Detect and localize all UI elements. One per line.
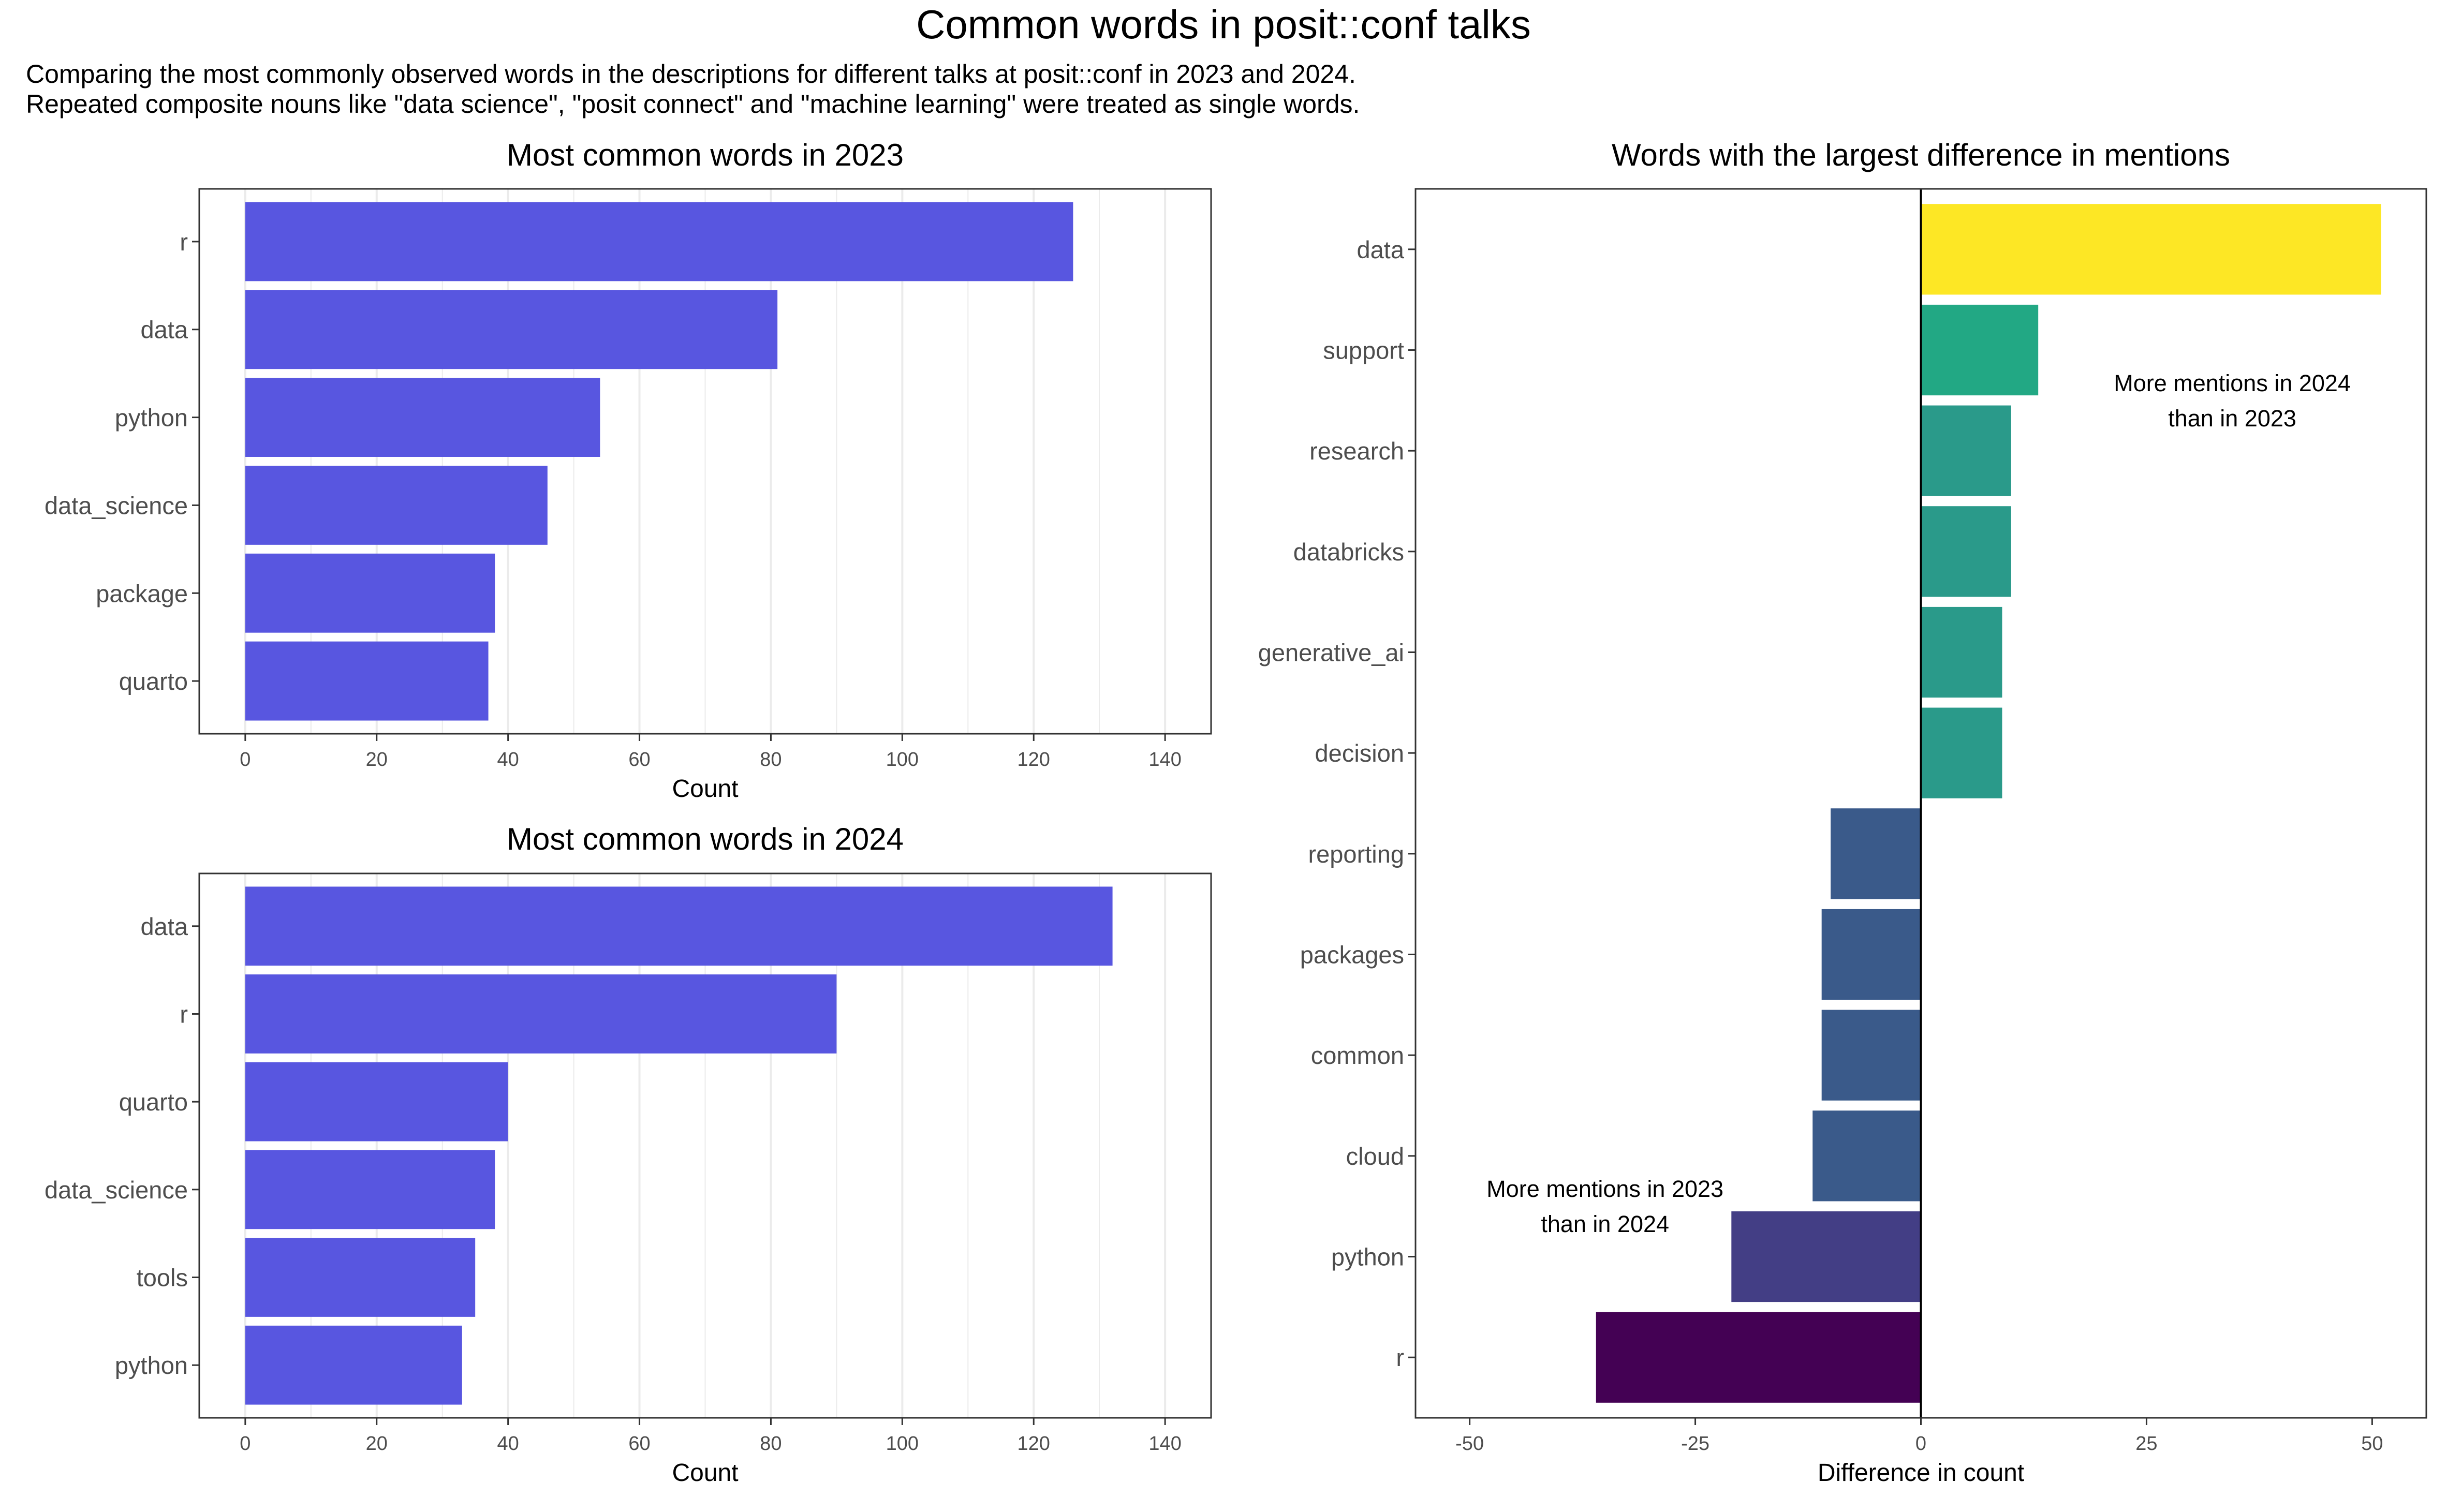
y-tick-label: package <box>96 580 188 607</box>
y-tick-label: r <box>180 228 188 256</box>
y-tick-label: r <box>180 1000 188 1028</box>
panel-title: Most common words in 2024 <box>507 822 904 856</box>
y-tick-label: reporting <box>1308 840 1405 868</box>
y-tick-label: quarto <box>119 1088 188 1116</box>
bar-generative-ai <box>1921 606 2002 698</box>
x-tick-label: 20 <box>366 1433 388 1455</box>
x-tick-label: 50 <box>2361 1433 2383 1455</box>
y-tick-label: support <box>1323 336 1404 364</box>
x-axis-title: Count <box>672 775 738 803</box>
y-tick-label: python <box>115 404 188 432</box>
x-tick-label: 0 <box>240 1433 250 1455</box>
bar-packages <box>1821 909 1921 1000</box>
bar-package <box>245 553 495 633</box>
x-tick-label: 140 <box>1148 1433 1181 1455</box>
annotation-text: than in 2023 <box>2168 405 2296 432</box>
bar-support <box>1921 304 2039 396</box>
bar-reporting <box>1831 808 1921 899</box>
bar-research <box>1921 405 2011 496</box>
bar-data <box>245 886 1113 966</box>
bar-cloud <box>1812 1110 1921 1202</box>
x-tick-label: -50 <box>1455 1433 1484 1455</box>
bar-common <box>1821 1010 1921 1101</box>
x-axis-title: Difference in count <box>1818 1459 2024 1487</box>
bar-tools <box>245 1238 476 1317</box>
x-axis-title: Count <box>672 1459 738 1487</box>
x-tick-label: 20 <box>366 749 388 770</box>
bar-quarto <box>245 641 489 721</box>
panel-title: Words with the largest difference in men… <box>1612 138 2230 172</box>
y-tick-label: data <box>141 316 188 344</box>
bar-databricks <box>1921 506 2011 597</box>
bar-data <box>245 290 778 369</box>
bar-python <box>1731 1211 1921 1302</box>
x-tick-label: 0 <box>240 749 250 770</box>
bar-decision <box>1921 707 2002 798</box>
y-tick-label: r <box>1396 1344 1404 1371</box>
bar-quarto <box>245 1062 508 1142</box>
bar-r <box>245 974 837 1054</box>
y-tick-label: common <box>1311 1042 1404 1069</box>
y-tick-label: python <box>115 1352 188 1379</box>
y-tick-label: decision <box>1315 739 1404 767</box>
panel-border <box>198 872 1212 1419</box>
y-tick-label: data_science <box>45 1176 188 1204</box>
x-tick-label: 80 <box>760 749 782 770</box>
x-tick-label: 40 <box>497 1433 519 1455</box>
annotation-text: More mentions in 2023 <box>1486 1176 1723 1202</box>
y-tick-label: research <box>1309 437 1404 465</box>
panel-border <box>198 188 1212 735</box>
y-tick-label: databricks <box>1293 538 1404 566</box>
x-tick-label: -25 <box>1681 1433 1709 1455</box>
x-tick-label: 0 <box>1915 1433 1926 1455</box>
annotation-text: More mentions in 2024 <box>2114 370 2351 396</box>
y-tick-label: packages <box>1300 941 1404 969</box>
x-tick-label: 120 <box>1018 749 1050 770</box>
panel-difference: data support research databricks generative_… <box>1258 138 2427 1487</box>
y-tick-label: python <box>1331 1243 1404 1271</box>
y-tick-label: data <box>141 913 188 940</box>
bar-python <box>245 378 600 457</box>
figure-subtitle-line-2: Repeated composite nouns like "data scie… <box>26 90 1360 118</box>
panel-title: Most common words in 2023 <box>507 138 904 172</box>
x-tick-label: 140 <box>1148 749 1181 770</box>
figure-title: Common words in posit::conf talks <box>916 2 1531 47</box>
y-tick-label: cloud <box>1346 1143 1404 1170</box>
x-tick-label: 60 <box>628 1433 650 1455</box>
y-tick-label: data <box>1357 236 1405 263</box>
x-tick-label: 60 <box>628 749 650 770</box>
bar-data-science <box>245 465 548 545</box>
x-tick-label: 120 <box>1018 1433 1050 1455</box>
y-tick-label: generative_ai <box>1258 639 1404 666</box>
x-tick-label: 100 <box>886 1433 919 1455</box>
x-tick-label: 25 <box>2135 1433 2157 1455</box>
figure-subtitle-line-1: Comparing the most commonly observed wor… <box>26 60 1356 88</box>
y-tick-label: data_science <box>45 492 188 519</box>
y-tick-label: tools <box>137 1264 188 1292</box>
bar-data-science <box>245 1150 495 1229</box>
bar-data <box>1921 204 2381 295</box>
x-tick-label: 80 <box>760 1433 782 1455</box>
x-tick-label: 40 <box>497 749 519 770</box>
bar-python <box>245 1325 462 1405</box>
bar-r <box>245 202 1073 281</box>
annotation-text: than in 2024 <box>1541 1211 1669 1237</box>
x-tick-label: 100 <box>886 749 919 770</box>
bar-r <box>1596 1312 1921 1403</box>
y-tick-label: quarto <box>119 668 188 695</box>
